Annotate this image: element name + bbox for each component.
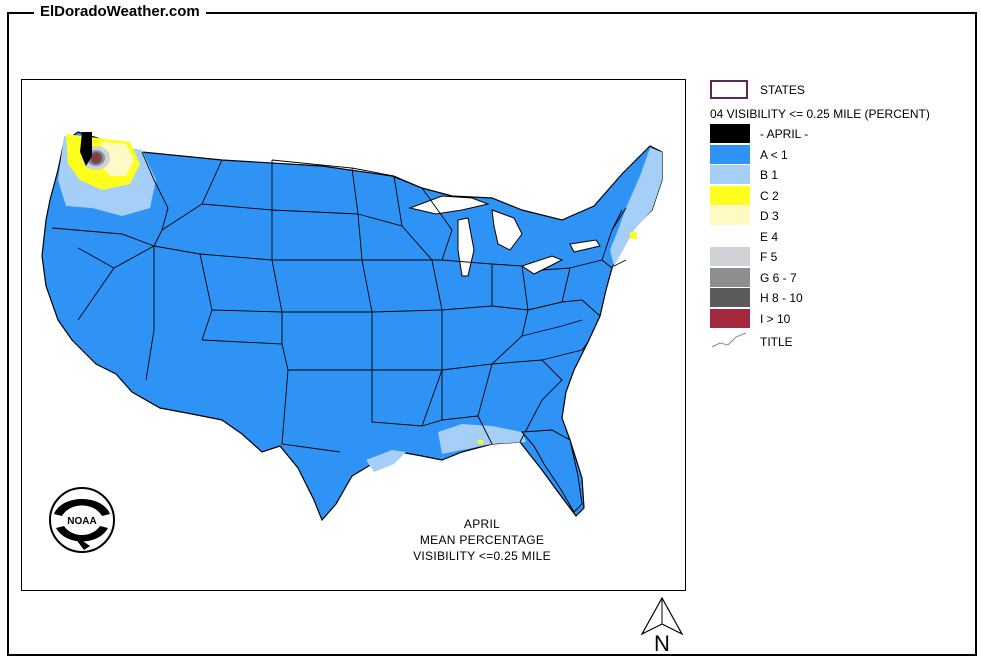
- state-boundaries: [51, 151, 627, 453]
- legend-item: G 6 - 7: [710, 267, 950, 287]
- legend-states-entry: STATES: [710, 80, 950, 102]
- us-map: NOAA: [41, 131, 663, 553]
- legend-swatch: [710, 247, 750, 266]
- region-c-northeast: [630, 232, 637, 239]
- legend-item: C 2: [710, 185, 950, 205]
- legend-heading: 04 VISIBILITY <= 0.25 MILE (PERCENT): [710, 107, 930, 121]
- legend-item-label: E 4: [760, 229, 779, 244]
- map-panel: NOAA APRIL MEAN PERCENTAGE VISIBILITY <=…: [21, 79, 686, 591]
- legend-item-label: H 8 - 10: [760, 291, 803, 305]
- noaa-logo: NOAA: [49, 487, 115, 553]
- legend-swatch: [710, 288, 750, 307]
- black-strip-pnw: [80, 132, 92, 166]
- legend-swatch: [710, 308, 750, 328]
- legend-item-label: B 1: [760, 168, 779, 182]
- map-title-line2: MEAN PERCENTAGE: [419, 533, 545, 547]
- region-b-gulf: [438, 424, 526, 454]
- legend-item-label: G 6 - 7: [760, 270, 797, 285]
- north-arrow-icon: N: [640, 596, 684, 656]
- legend-item: A < 1: [710, 144, 950, 164]
- north-arrow: N: [634, 594, 690, 656]
- lake-superior: [408, 195, 490, 215]
- region-b-northeast: [610, 148, 662, 266]
- lake-huron: [491, 209, 523, 251]
- legend-item: F 5: [710, 247, 950, 266]
- legend-item: E 4: [710, 226, 950, 246]
- states-label: STATES: [760, 83, 805, 97]
- legend-item: I > 10: [710, 308, 950, 328]
- region-i-pnw: [92, 154, 100, 162]
- legend-swatch: [710, 144, 750, 164]
- legend-swatch: [710, 226, 750, 246]
- legend-item: - APRIL -: [710, 124, 950, 143]
- site-title[interactable]: ElDoradoWeather.com: [34, 3, 206, 20]
- states-swatch: [710, 80, 748, 99]
- region-d-pnw: [100, 142, 134, 176]
- legend-item: B 1: [710, 165, 950, 184]
- legend-swatch: [710, 206, 750, 225]
- title-line-icon: [711, 332, 747, 348]
- lake-ontario: [569, 239, 601, 253]
- north-label: N: [654, 631, 670, 654]
- outer-frame: [7, 12, 977, 656]
- noaa-logo-text: NOAA: [67, 516, 96, 527]
- title-label: TITLE: [760, 335, 793, 349]
- legend-item-label: C 2: [760, 188, 779, 203]
- legend-item-label: - APRIL -: [760, 127, 809, 141]
- region-c-gulf: [478, 440, 483, 444]
- florida: [520, 429, 583, 513]
- map-title-line3: VISIBILITY <=0.25 MILE: [413, 549, 551, 563]
- legend-item: D 3: [710, 206, 950, 225]
- legend-title-entry: TITLE: [710, 331, 950, 351]
- legend-swatch: [710, 124, 750, 143]
- legend-swatch: [710, 165, 750, 184]
- legend-item-label: D 3: [760, 209, 779, 223]
- map-title-line1: APRIL: [463, 517, 501, 531]
- legend-item-label: A < 1: [760, 147, 788, 162]
- legend-swatch: [710, 267, 750, 287]
- legend-item-label: F 5: [760, 250, 778, 264]
- legend-item: H 8 - 10: [710, 288, 950, 307]
- region-b-texas-coast: [366, 450, 406, 472]
- legend-swatch: [710, 185, 750, 205]
- lake-erie: [520, 255, 564, 275]
- legend-item-label: I > 10: [760, 311, 791, 326]
- map-title: APRIL MEAN PERCENTAGE VISIBILITY <=0.25 …: [382, 516, 582, 564]
